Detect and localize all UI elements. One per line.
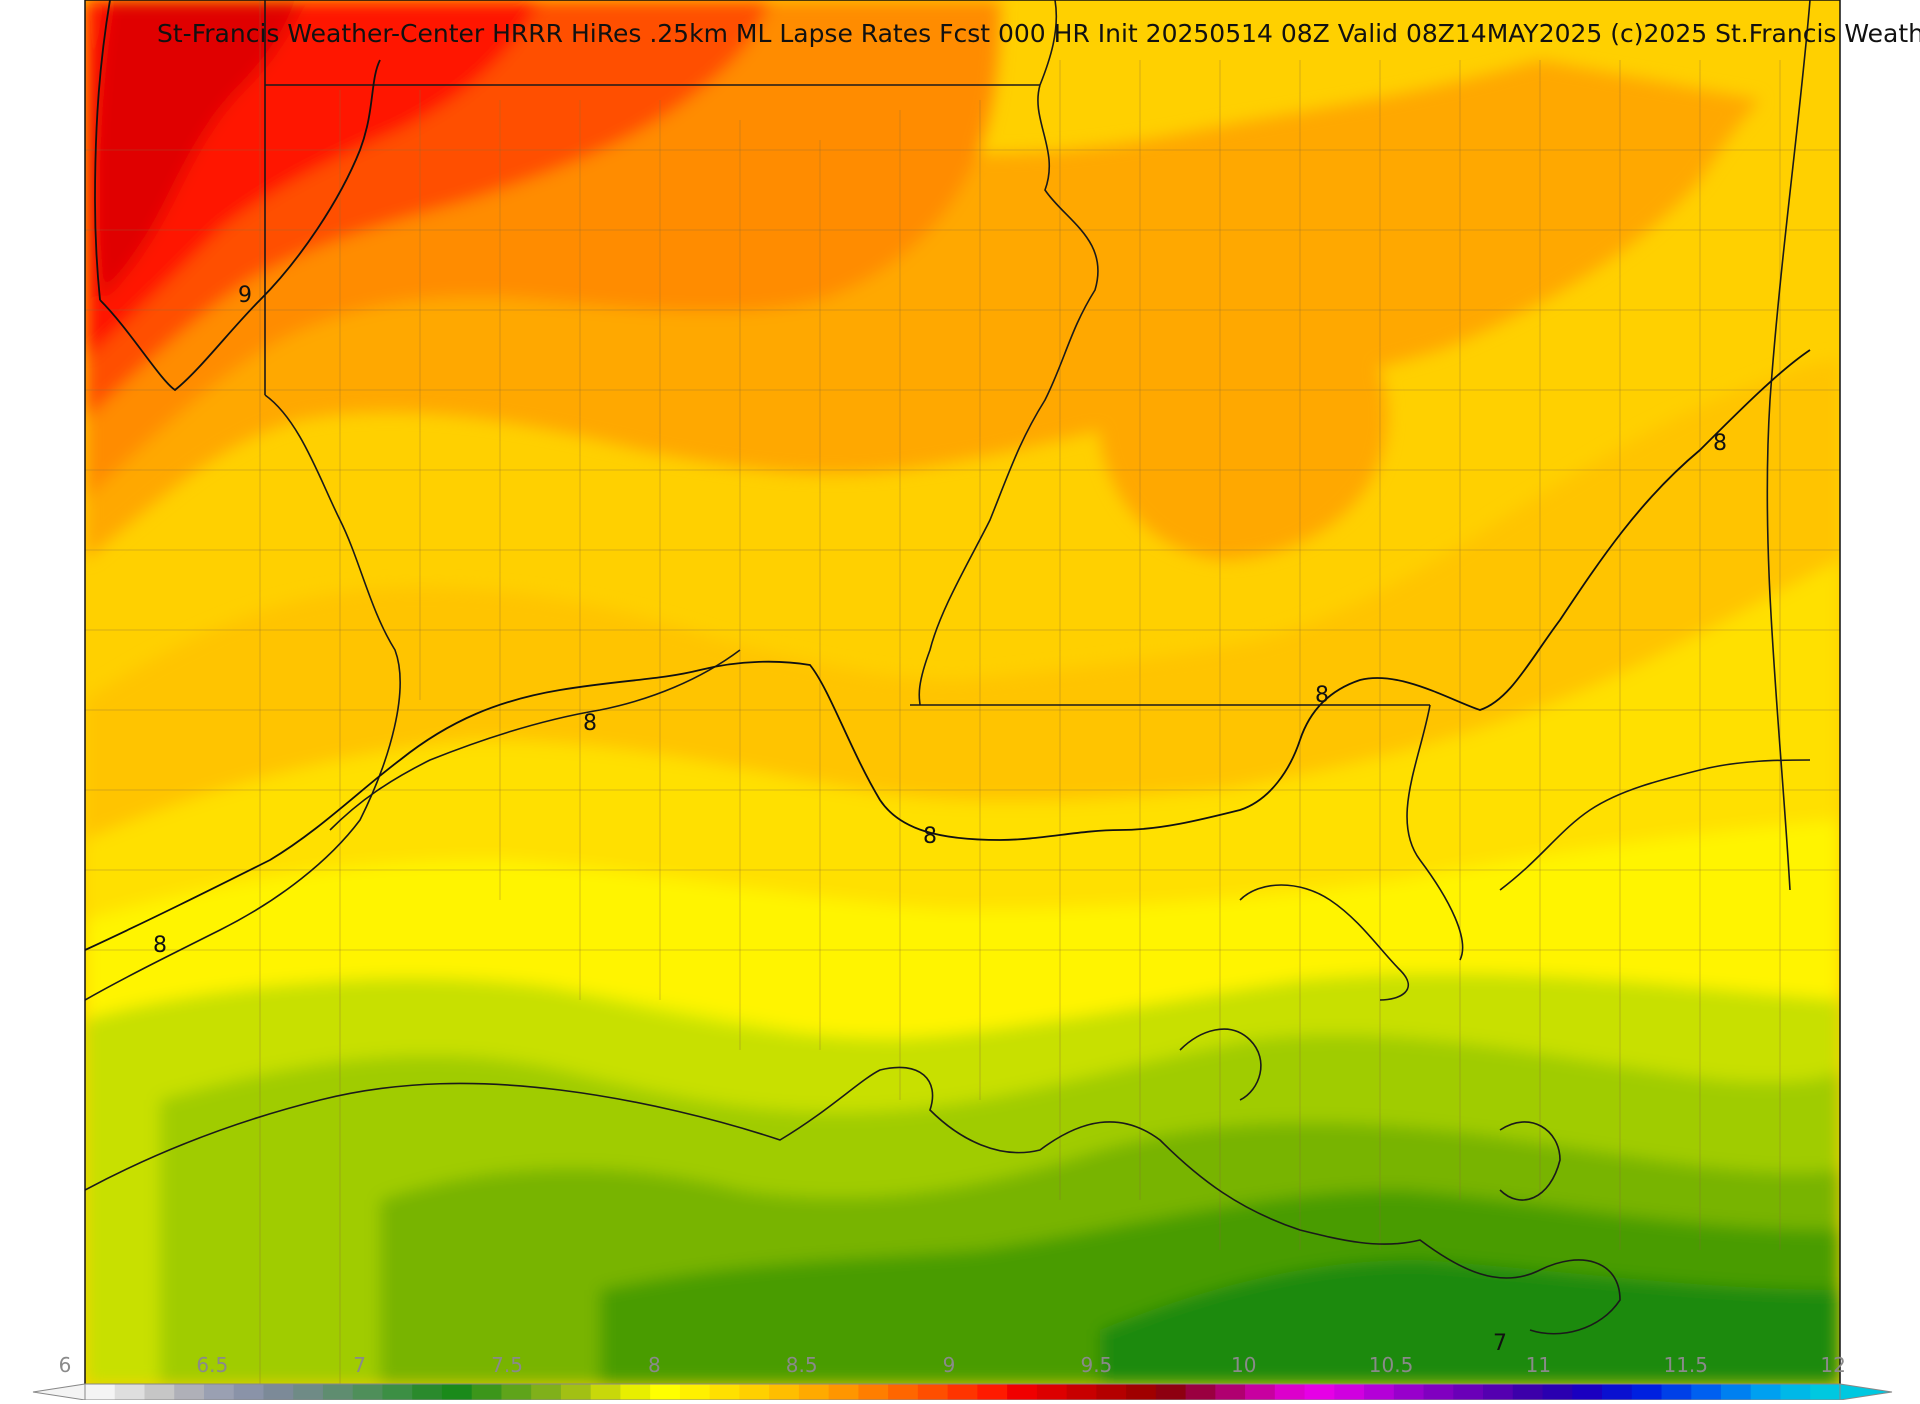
colorbar-swatch — [888, 1384, 919, 1400]
colorbar-swatch — [501, 1384, 532, 1400]
colorbar-tick-label: 10 — [1231, 1353, 1256, 1377]
field-band-dark-red — [95, 0, 300, 300]
colorbar-swatch — [1393, 1384, 1425, 1400]
colorbar-tick-label: 10.5 — [1369, 1353, 1414, 1377]
colorbar-swatch — [1126, 1384, 1157, 1400]
colorbar-swatch — [650, 1384, 681, 1400]
colorbar-low-arrow — [32, 1383, 86, 1401]
colorbar-swatch — [620, 1384, 651, 1400]
colorbar-swatch — [1423, 1384, 1454, 1400]
colorbar-tick-label: 6.5 — [196, 1353, 228, 1377]
colorbar-swatch — [1572, 1384, 1603, 1400]
colorbar-swatch — [977, 1384, 1008, 1400]
field-band-yellow — [85, 760, 1840, 1036]
colorbar-swatch — [1036, 1384, 1068, 1400]
colorbar-swatch — [114, 1384, 145, 1400]
county-lines — [85, 0, 1840, 1385]
colorbar-swatch — [85, 1384, 116, 1400]
colorbar-swatch — [709, 1384, 740, 1400]
colorbar-swatch — [1750, 1384, 1782, 1400]
colorbar-tick-label: 11.5 — [1663, 1353, 1708, 1377]
contour-label-7: 7 — [1493, 1331, 1507, 1356]
colorbar-swatch — [858, 1384, 889, 1400]
colorbar-high-arrow — [1839, 1383, 1893, 1401]
colorbar-swatch — [1721, 1384, 1752, 1400]
colorbar-swatch — [441, 1384, 473, 1400]
colorbar-swatch — [263, 1384, 294, 1400]
map-boundaries — [85, 0, 1840, 1385]
map-title: St-Francis Weather-Center HRRR HiRes .25… — [157, 19, 1920, 48]
field-band-yellow-orange — [85, 520, 1840, 920]
contour-label-group: 9 8 8 8 8 8 7 — [153, 283, 1727, 1356]
colorbar-swatch — [679, 1384, 711, 1400]
colorbar: 6 6.5 7 7.5 8 8.5 9 9.5 10 10.5 11 11.5 12 — [32, 1353, 1893, 1401]
contour-label-8-central: 8 — [923, 824, 937, 849]
colorbar-swatch — [769, 1384, 800, 1400]
colorbar-swatch — [917, 1384, 949, 1400]
colorbar-swatch — [1661, 1384, 1692, 1400]
colorbar-swatch — [1364, 1384, 1395, 1400]
colorbar-swatch — [174, 1384, 205, 1400]
colorbar-swatch — [1512, 1384, 1544, 1400]
colorbar-swatch — [382, 1384, 413, 1400]
colorbar-tick-label: 9 — [943, 1353, 956, 1377]
colorbar-swatch — [1691, 1384, 1722, 1400]
colorbar-swatch — [560, 1384, 592, 1400]
colorbar-swatch — [1096, 1384, 1127, 1400]
colorbar-swatch — [352, 1384, 383, 1400]
colorbar-swatch — [1066, 1384, 1097, 1400]
colorbar-swatch — [1245, 1384, 1276, 1400]
colorbar-swatch — [1810, 1384, 1841, 1400]
colorbar-tick-label: 7 — [353, 1353, 366, 1377]
colorbar-swatch — [1334, 1384, 1365, 1400]
colorbar-swatch — [739, 1384, 770, 1400]
colorbar-swatch — [1215, 1384, 1246, 1400]
colorbar-tick-label: 7.5 — [491, 1353, 523, 1377]
colorbar-swatch — [947, 1384, 978, 1400]
colorbar-swatch — [412, 1384, 443, 1400]
colorbar-tick-label: 12 — [1820, 1353, 1845, 1377]
lapse-rate-field — [85, 0, 1840, 1385]
colorbar-swatch — [1780, 1384, 1811, 1400]
contour-label-8-east: 8 — [1315, 683, 1329, 708]
colorbar-swatch — [471, 1384, 502, 1400]
colorbar-swatch — [1007, 1384, 1038, 1400]
colorbar-tick-label: 6 — [59, 1353, 72, 1377]
colorbar-swatch — [590, 1384, 621, 1400]
colorbar-tick-label: 8 — [648, 1353, 661, 1377]
colorbar-swatch — [1483, 1384, 1514, 1400]
colorbar-swatch — [1453, 1384, 1484, 1400]
field-band-gold — [85, 360, 1840, 840]
colorbar-swatch — [233, 1384, 264, 1400]
colorbar-swatch — [1542, 1384, 1573, 1400]
contour-label-8-west: 8 — [583, 711, 597, 736]
state-borders — [85, 0, 1811, 1335]
contour-label-9: 9 — [238, 283, 252, 308]
colorbar-swatch — [1602, 1384, 1633, 1400]
colorbar-tick-label: 8.5 — [786, 1353, 818, 1377]
colorbar-swatch — [1631, 1384, 1663, 1400]
lapse-rate-contours — [85, 0, 1811, 951]
contour-label-8-southwest: 8 — [153, 933, 167, 958]
colorbar-tick-label: 11 — [1526, 1353, 1551, 1377]
colorbar-swatch — [1155, 1384, 1187, 1400]
colorbar-swatch — [144, 1384, 175, 1400]
colorbar-swatch — [1274, 1384, 1306, 1400]
colorbar-swatch — [531, 1384, 562, 1400]
colorbar-swatch — [1304, 1384, 1335, 1400]
field-blob-amber — [1099, 282, 1388, 560]
colorbar-swatch — [203, 1384, 235, 1400]
colorbar-swatch — [798, 1384, 830, 1400]
colorbar-swatch — [322, 1384, 354, 1400]
colorbar-tick-label: 9.5 — [1080, 1353, 1112, 1377]
colorbar-swatch — [293, 1384, 324, 1400]
colorbar-swatch — [828, 1384, 859, 1400]
colorbar-swatch — [1185, 1384, 1216, 1400]
field-band-dark-green — [1100, 1260, 1840, 1385]
contour-label-8-northeast: 8 — [1713, 431, 1727, 456]
